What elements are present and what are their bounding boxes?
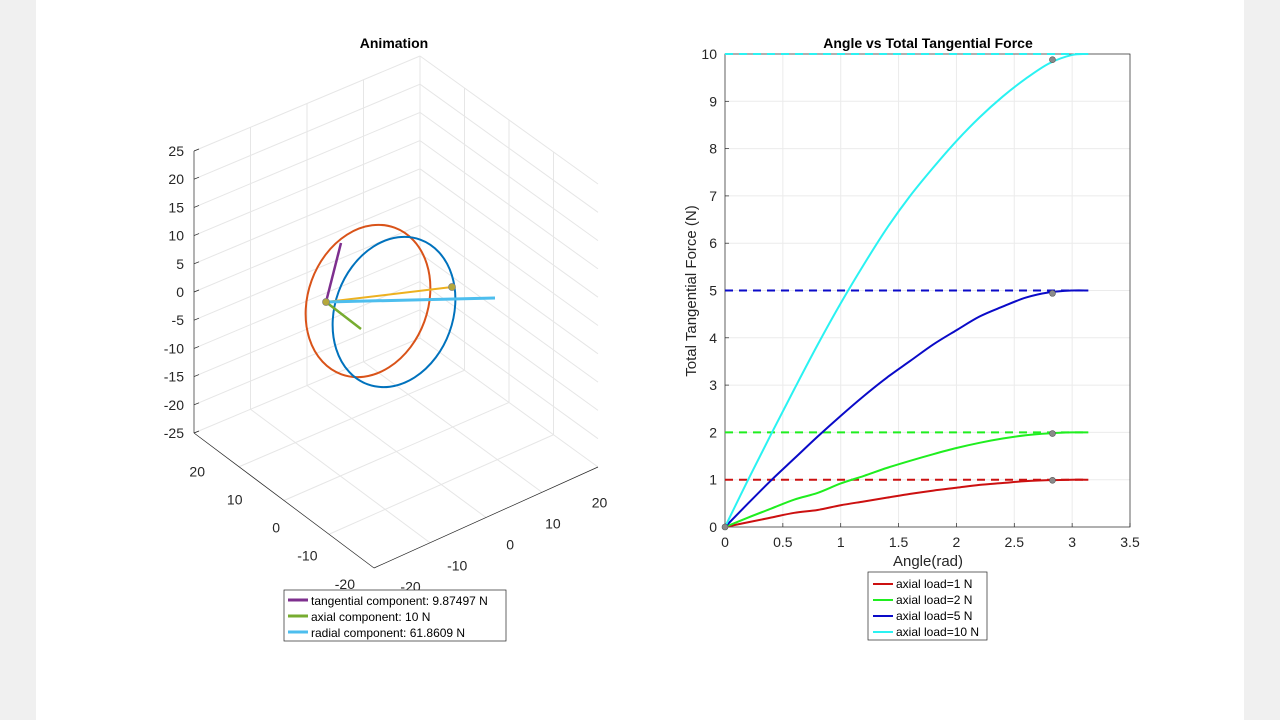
force-legend[interactable]: axial load=1 N axial load=2 N axial load=5…: [867, 571, 988, 641]
z-tick-label: -20: [164, 397, 184, 413]
z-tick-mark: [193, 261, 200, 265]
x-axis-label: Angle(rad): [893, 553, 963, 570]
y-tick-label: 3: [709, 377, 717, 393]
y-tick-label: 5: [709, 283, 717, 299]
figure-canvas: Animation 2520151050-5-10-15-20-2520100-…: [164, 35, 1140, 642]
series-marker: [1049, 290, 1056, 297]
legend-entry-axial: axial component: 10 N: [288, 610, 430, 624]
z-tick-label: 5: [176, 256, 184, 272]
y-tick-label: 10: [701, 46, 717, 62]
legend-label-tangential: tangential component: 9.87497 N: [311, 594, 488, 608]
x-axis-line: [373, 466, 599, 569]
force-chart-title: Angle vs Total Tangential Force: [823, 35, 1033, 51]
z-tick-label: -25: [164, 425, 184, 441]
z-tick-mark: [193, 148, 200, 152]
y-tick-label: 20: [189, 463, 205, 479]
floor-grid-line: [328, 434, 554, 535]
animation-legend[interactable]: tangential component: 9.87497 N axial co…: [283, 589, 507, 642]
x-tick-label: 0: [721, 534, 729, 550]
y-tick-label: 8: [709, 141, 717, 157]
legend-label-radial: radial component: 61.8609 N: [311, 626, 465, 640]
force-legend-label: axial load=10 N: [896, 625, 979, 639]
series-line: [724, 478, 1089, 528]
z-tick-mark: [193, 430, 200, 434]
y-tick-label: 0: [709, 519, 717, 535]
legend-label-axial: axial component: 10 N: [311, 610, 430, 624]
z-tick-mark: [193, 374, 200, 377]
series-line: [724, 289, 1089, 528]
x-tick-label: 20: [592, 494, 608, 510]
z-tick-label: -10: [164, 340, 184, 356]
y-axis-label: Total Tangential Force (N): [683, 205, 700, 376]
pivot-marker: [322, 298, 330, 306]
y-tick-label: -10: [297, 548, 317, 564]
series-line: [724, 431, 1089, 528]
z-tick-mark: [193, 176, 200, 180]
x-tick-label: 3: [1068, 534, 1076, 550]
axial-component-line: [325, 301, 362, 330]
x-tick-label: 1: [837, 534, 845, 550]
axes-box-3d: [193, 55, 599, 569]
force-legend-label: axial load=2 N: [896, 593, 972, 607]
circle-b-path: [331, 235, 457, 389]
force-plot: [721, 52, 1089, 531]
x-tick-label: 0.5: [773, 534, 793, 550]
figure-window: Animation 25 20 15 10 5 0 -5 -10 -15 -20 -25 20 10 0-…: [36, 0, 1244, 720]
x-tick-label: 2.5: [1005, 534, 1025, 550]
y-axis-line: [193, 432, 375, 569]
z-tick-mark: [193, 317, 200, 321]
y-tick-label: 6: [709, 235, 717, 251]
animation-axes[interactable]: Animation 25 20 15 10 5 0 -5 -10 -15 -20 -25 20 10 0 -…: [164, 35, 608, 642]
force-legend-label: axial load=1 N: [896, 577, 972, 591]
z-tick-label: 0: [176, 284, 184, 300]
legend-entry-radial: radial component: 61.8609 N: [288, 626, 465, 640]
z-tick-mark: [193, 289, 200, 293]
series-line: [724, 52, 1089, 528]
z-tick-mark: [193, 346, 200, 349]
z-tick-label: 20: [168, 171, 184, 187]
y-tick-label: 2: [709, 424, 717, 440]
z-tick-mark: [193, 205, 200, 208]
series-marker: [1049, 430, 1056, 437]
x-tick-label: 3.5: [1120, 534, 1140, 550]
force-axes[interactable]: Angle vs Total Tangential Force 0 0.5 1 1.5…: [683, 35, 1140, 641]
z-tick-mark: [193, 233, 200, 236]
legend-entry-tangential: tangential component: 9.87497 N: [288, 594, 488, 608]
animation-title: Animation: [360, 35, 428, 51]
circle-a-path: [304, 223, 432, 379]
series-marker: [1049, 56, 1056, 64]
y-tick-label: 1: [709, 472, 717, 488]
origin-marker: [721, 523, 729, 531]
y-tick-label: 7: [709, 188, 717, 204]
floor-grid-line: [306, 385, 487, 518]
x-tick-label: -10: [447, 558, 467, 574]
x-tick-label: 10: [545, 515, 561, 531]
z-tick-label: -15: [164, 369, 184, 385]
y-tick-label: 4: [709, 330, 717, 346]
force-ticks: 0 0.5 1 1.5 2 2.5 3 3.5 0 1 2 3 4 5 6 7 8 9 10: [701, 46, 1140, 550]
x-tick-label: 1.5: [889, 534, 909, 550]
animation-legend-box: [283, 589, 507, 642]
z-tick-label: 15: [168, 199, 184, 215]
radial-component-line: [325, 296, 496, 304]
y-tick-label: 10: [227, 491, 243, 507]
z-tick-mark: [193, 402, 200, 406]
x-tick-label: 2: [953, 534, 961, 550]
tangential-component-line: [324, 242, 343, 303]
y-tick-label: 0: [272, 520, 280, 536]
y-tick-label: 9: [709, 93, 717, 109]
axes-ticks-3d: 25 20 15 10 5 0 -5 -10 -15 -20 -25 20 10 0 -10 -20 20 10 0…: [164, 143, 608, 595]
animation-plot: [304, 223, 496, 389]
force-legend-label: axial load=5 N: [896, 609, 972, 623]
link-line: [325, 286, 453, 303]
z-tick-label: 10: [168, 228, 184, 244]
contact-marker: [448, 283, 456, 291]
z-tick-label: -5: [172, 312, 185, 328]
y-tick-label: -20: [335, 576, 355, 592]
floor-grid-line: [363, 361, 543, 493]
series-marker: [1049, 476, 1056, 484]
z-tick-label: 25: [168, 143, 184, 159]
x-tick-label: 0: [506, 537, 514, 553]
